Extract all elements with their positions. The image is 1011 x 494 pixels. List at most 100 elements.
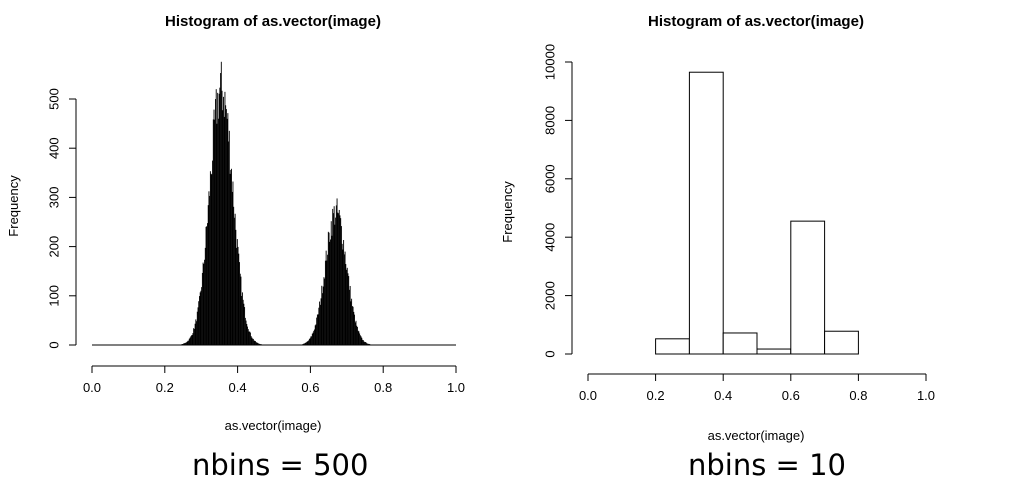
y-tick-label: 4000 <box>543 223 558 252</box>
y-tick-label: 100 <box>47 285 62 307</box>
histogram-bar <box>209 195 211 345</box>
histogram-bar <box>257 343 259 345</box>
histogram-bar <box>350 301 352 345</box>
histogram-bar <box>229 173 231 345</box>
histogram-bar <box>354 314 355 345</box>
x-tick-label: 0.2 <box>647 388 665 403</box>
histogram-bar <box>308 340 310 345</box>
x-tick-label: 0.8 <box>849 388 867 403</box>
histogram-bar <box>246 323 248 345</box>
histogram-bar <box>310 336 312 345</box>
y-tick-label: 10000 <box>543 44 558 80</box>
histogram-bar <box>241 292 243 345</box>
histogram-bar <box>255 341 256 345</box>
histogram-bar <box>334 224 336 345</box>
histogram-bar <box>325 250 327 345</box>
histogram-bar <box>314 325 316 345</box>
histogram-bar <box>210 173 212 345</box>
histogram-bar <box>320 298 322 345</box>
x-tick-label: 0.0 <box>579 388 597 403</box>
histogram-bar <box>201 287 203 345</box>
histogram-bar <box>249 332 251 345</box>
histogram-bar <box>207 223 208 345</box>
x-tick-label: 0.4 <box>229 380 247 395</box>
histogram-bar <box>202 262 204 345</box>
histogram-bar <box>218 93 220 346</box>
histogram-bar <box>184 342 186 345</box>
histogram-bar <box>368 343 370 345</box>
histogram-bar <box>222 110 224 345</box>
axes: 0.0 0.2 0.4 0.6 0.8 1.0 0 2000 4000 6000 8000 10000 <box>543 44 935 403</box>
histogram-bars <box>92 61 456 346</box>
histogram-bar <box>204 259 206 345</box>
histogram-bar <box>237 246 239 345</box>
histogram-bar <box>227 113 229 345</box>
y-tick-label: 300 <box>47 187 62 209</box>
histogram-bar <box>339 215 341 345</box>
histogram-bar <box>239 273 241 345</box>
histogram-bar <box>824 330 859 355</box>
histogram-bar <box>255 342 257 345</box>
histogram-bar <box>207 205 209 345</box>
histogram-bar <box>366 343 368 345</box>
histogram-bar <box>234 213 236 345</box>
histogram-bar <box>346 267 348 345</box>
histogram-bar <box>220 73 222 346</box>
histogram-bar <box>223 116 225 345</box>
histogram-bar <box>193 328 195 345</box>
y-tick-label: 2000 <box>543 281 558 310</box>
y-axis-label: Frequency <box>500 181 515 243</box>
histogram-bar <box>185 342 187 345</box>
histogram-bar <box>330 239 331 345</box>
histogram-bar <box>220 61 222 346</box>
histogram-bar <box>247 326 248 345</box>
histogram-bar <box>223 96 224 345</box>
histogram-bar <box>306 341 308 345</box>
histogram-bar <box>236 247 238 345</box>
histogram-bar <box>322 293 323 345</box>
histogram-bar <box>250 336 252 345</box>
histogram-bar <box>198 301 200 345</box>
histogram-bar <box>307 341 309 345</box>
histogram-bar <box>197 307 199 345</box>
histogram-bar <box>354 322 356 345</box>
histogram-bar <box>338 209 340 345</box>
x-axis-label: as.vector(image) <box>708 428 805 443</box>
x-axis-label: as.vector(image) <box>225 418 322 433</box>
y-tick-label: 200 <box>47 236 62 258</box>
histogram-bar <box>203 263 205 345</box>
histogram-bar <box>306 342 307 345</box>
histogram-bar <box>188 340 189 345</box>
histogram-bar <box>200 290 202 345</box>
histogram-bar <box>340 226 342 345</box>
histogram-bar <box>327 254 329 345</box>
histogram-bar <box>359 333 361 345</box>
histogram-bar <box>249 331 251 345</box>
histogram-bar <box>211 174 213 345</box>
histogram-bar <box>311 333 313 345</box>
chart-title: Histogram of as.vector(image) <box>648 13 864 30</box>
histogram-bar <box>332 213 334 345</box>
histogram-bar <box>233 217 235 345</box>
histogram-bar <box>343 240 345 345</box>
histogram-bar <box>258 343 260 345</box>
histogram-bar <box>219 87 221 345</box>
histogram-bar <box>193 328 195 345</box>
histogram-bar <box>312 332 314 345</box>
histogram-bar <box>196 321 198 345</box>
histogram-bar <box>231 191 233 345</box>
histogram-bar <box>348 276 350 345</box>
histogram-bar <box>191 335 192 345</box>
histogram-bar <box>316 314 318 345</box>
histogram-bar <box>362 340 364 345</box>
histogram-bar <box>302 344 304 345</box>
histogram-bar <box>364 342 366 345</box>
axes: 0.0 0.2 0.4 0.6 0.8 1.0 0 100 200 300 400 500 <box>47 88 465 395</box>
histogram-bar <box>188 338 190 345</box>
histogram-bar <box>356 325 358 345</box>
histogram-bar <box>329 241 331 345</box>
histogram-bar <box>233 206 235 345</box>
histogram-bar <box>347 273 349 345</box>
histogram-bar <box>228 130 230 345</box>
histogram-bar <box>182 344 184 345</box>
